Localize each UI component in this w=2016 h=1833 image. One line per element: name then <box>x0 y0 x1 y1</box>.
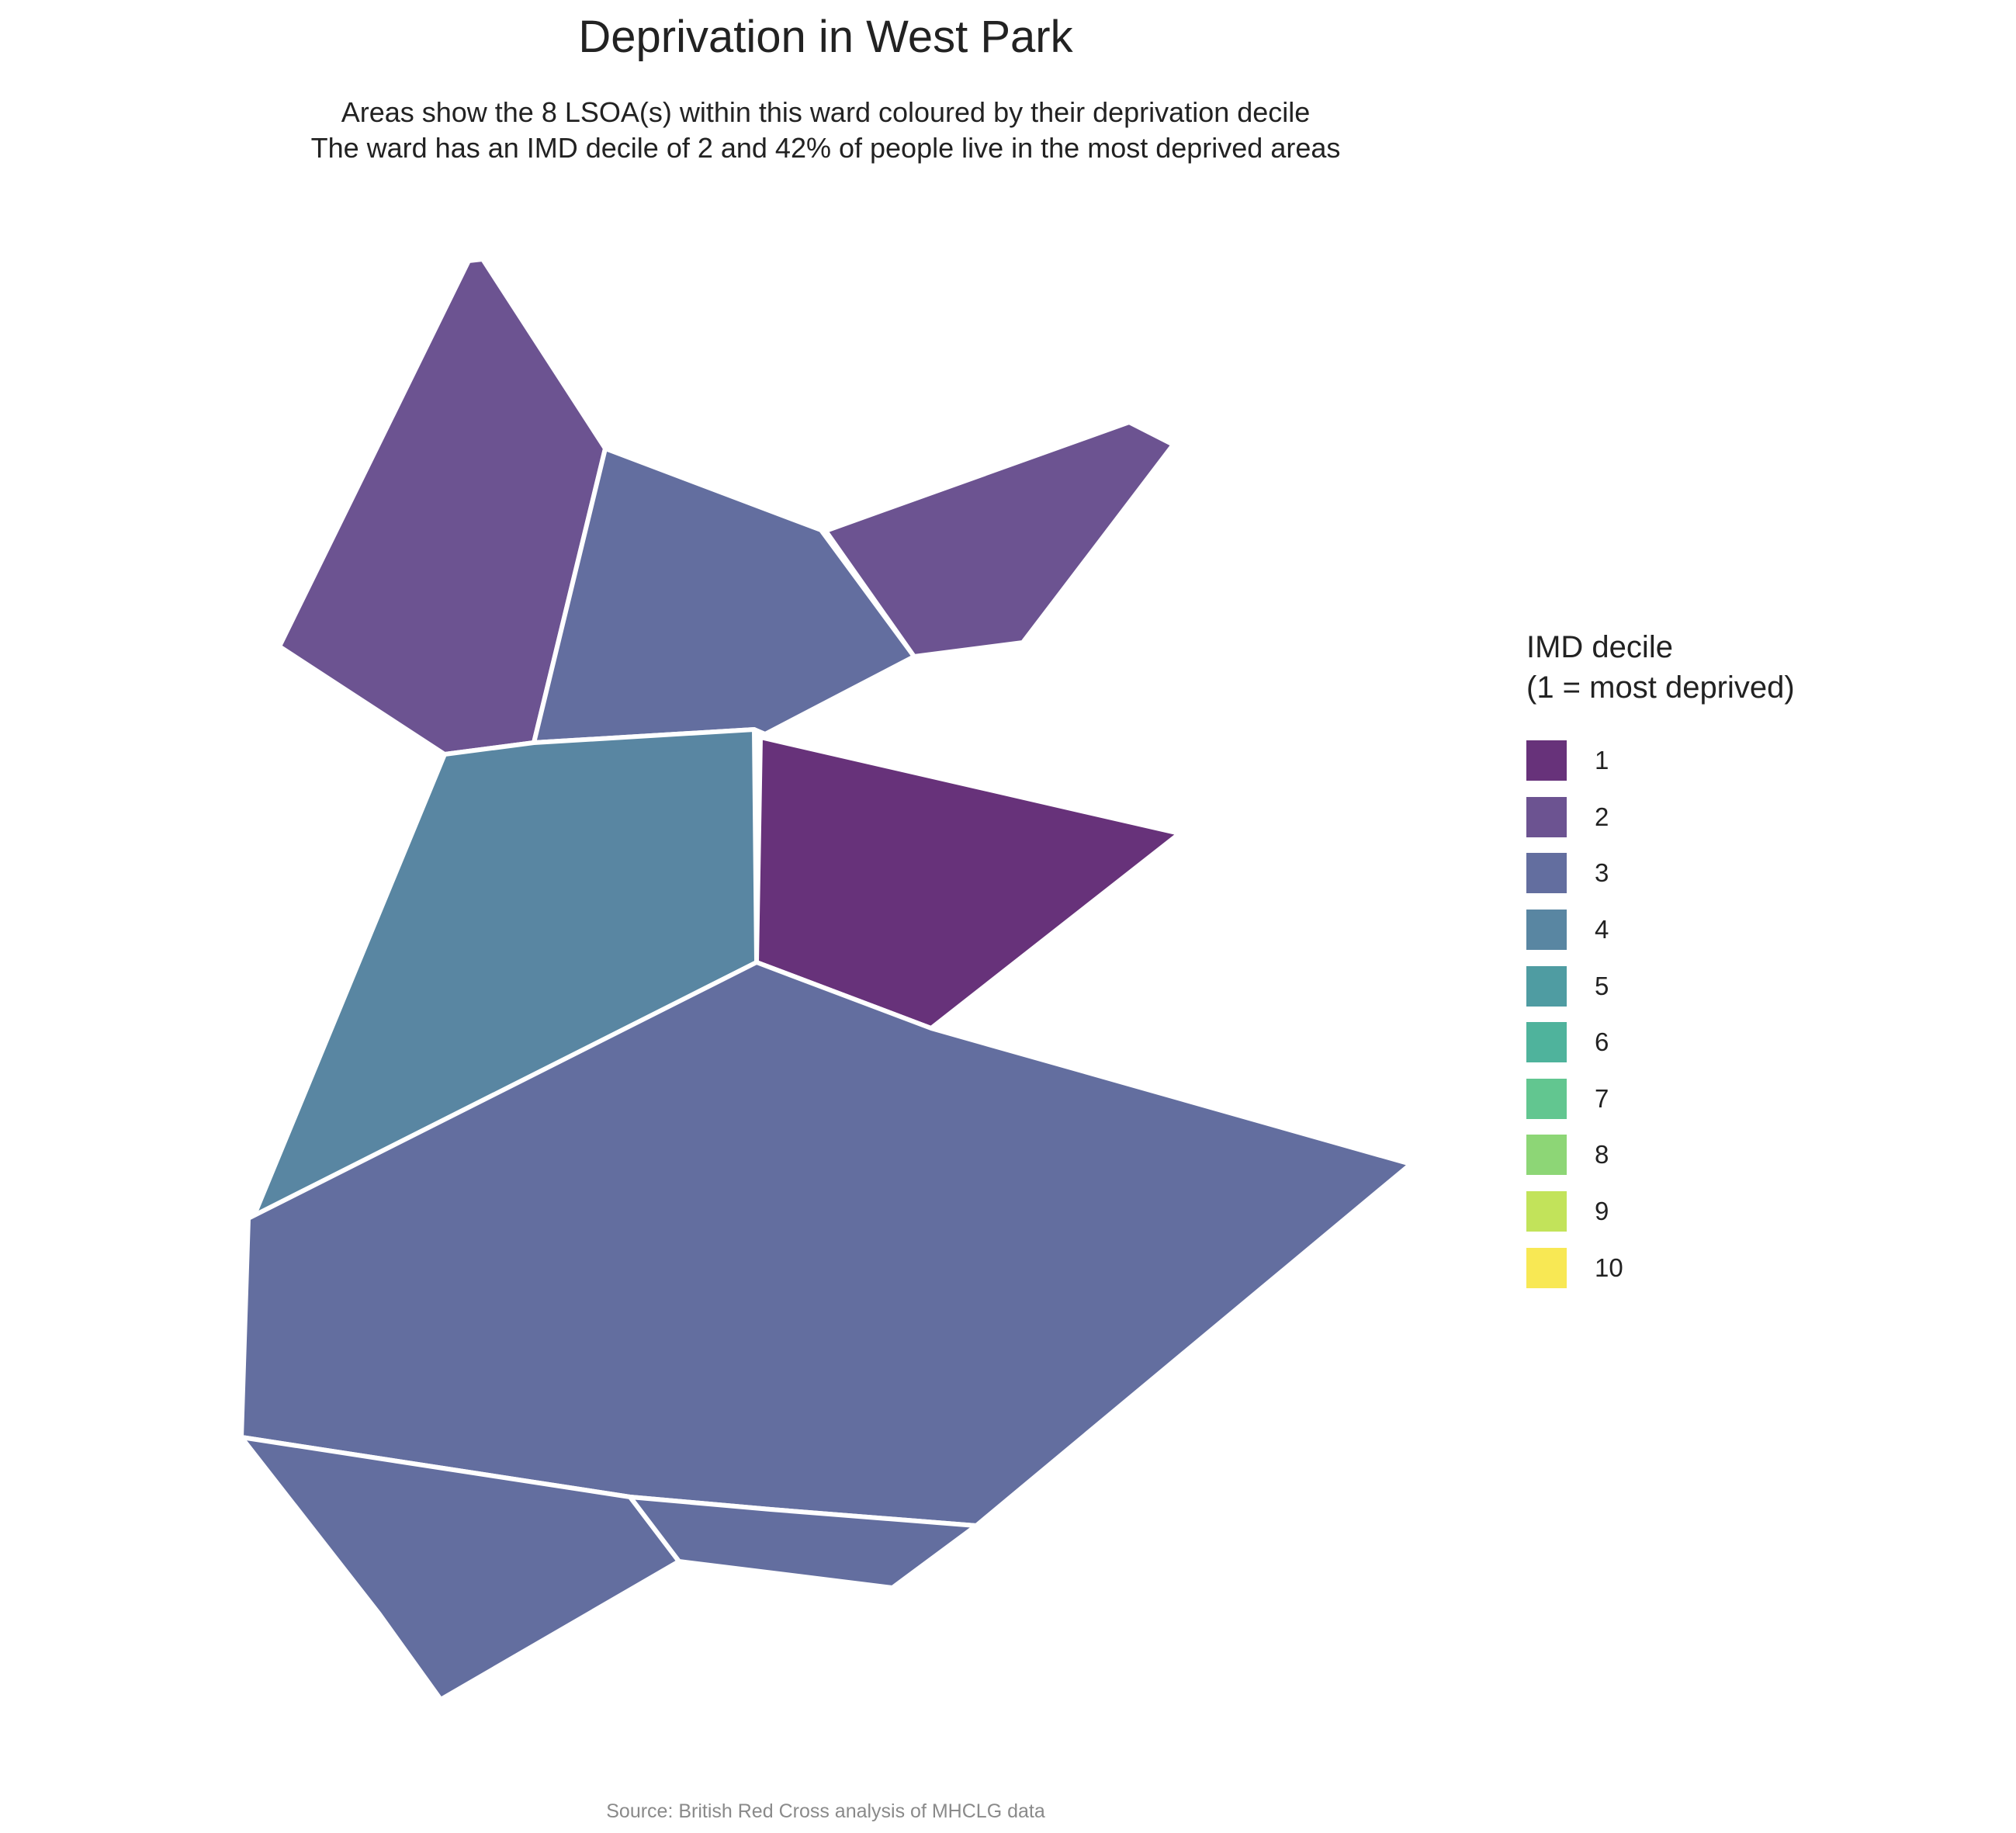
legend-swatch-9 <box>1526 1191 1567 1232</box>
legend-title-line-2: (1 = most deprived) <box>1526 670 1795 705</box>
legend-swatch-8 <box>1526 1135 1567 1176</box>
chart-subtitle: Areas show the 8 LSOA(s) within this war… <box>0 95 1651 166</box>
chart-title: Deprivation in West Park <box>578 12 1073 62</box>
legend-item-6: 6 <box>1526 1014 1795 1071</box>
legend-label-3: 3 <box>1595 858 1609 888</box>
legend-item-8: 8 <box>1526 1127 1795 1183</box>
legend-item-10: 10 <box>1526 1239 1795 1296</box>
legend-swatch-10 <box>1526 1247 1567 1288</box>
legend-label-10: 10 <box>1595 1253 1623 1282</box>
legend-label-7: 7 <box>1595 1083 1609 1113</box>
lsoa-north-east <box>823 420 1176 659</box>
source-caption: Source: British Red Cross analysis of MH… <box>606 1800 1045 1822</box>
legend-label-1: 1 <box>1595 746 1609 775</box>
legend-label-5: 5 <box>1595 971 1609 1000</box>
legend-swatch-5 <box>1526 965 1567 1007</box>
legend-swatch-3 <box>1526 853 1567 894</box>
legend-item-9: 9 <box>1526 1183 1795 1240</box>
lsoa-south-west <box>239 1435 681 1702</box>
legend-label-2: 2 <box>1595 802 1609 831</box>
legend-swatch-6 <box>1526 1022 1567 1063</box>
legend-item-2: 2 <box>1526 789 1795 846</box>
legend-swatch-7 <box>1526 1078 1567 1119</box>
subtitle-line-1: Areas show the 8 LSOA(s) within this war… <box>341 96 1311 128</box>
legend-item-1: 1 <box>1526 733 1795 789</box>
legend-item-7: 7 <box>1526 1071 1795 1128</box>
subtitle-line-2: The ward has an IMD decile of 2 and 42% … <box>310 132 1341 164</box>
legend-label-4: 4 <box>1595 915 1609 944</box>
lsoa-south-strip <box>628 1495 979 1590</box>
legend-title-line-1: IMD decile <box>1526 630 1673 664</box>
legend-swatch-4 <box>1526 910 1567 951</box>
legend-item-3: 3 <box>1526 845 1795 902</box>
legend-label-8: 8 <box>1595 1140 1609 1169</box>
lsoa-west <box>251 727 759 1221</box>
legend: IMD decile (1 = most deprived) 1 2 3 4 5 6 7 8 9… <box>1526 627 1795 1296</box>
legend-item-5: 5 <box>1526 958 1795 1014</box>
legend-swatch-1 <box>1526 740 1567 781</box>
legend-swatch-2 <box>1526 796 1567 837</box>
legend-label-6: 6 <box>1595 1027 1609 1057</box>
legend-title: IMD decile (1 = most deprived) <box>1526 627 1795 708</box>
legend-label-9: 9 <box>1595 1197 1609 1226</box>
legend-item-4: 4 <box>1526 902 1795 958</box>
legend-items: 1 2 3 4 5 6 7 8 9 10 <box>1526 733 1795 1296</box>
